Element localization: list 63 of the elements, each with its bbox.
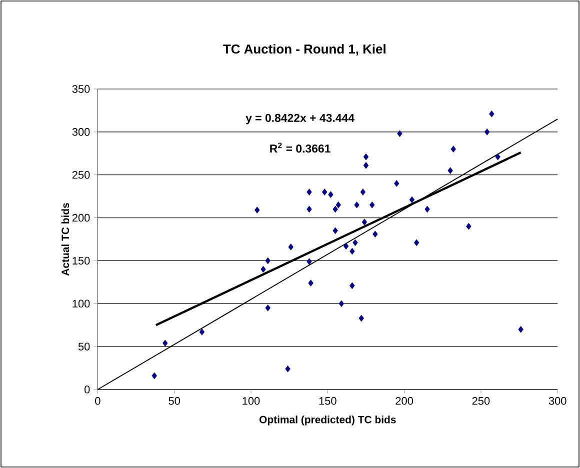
annotation: y = 0.8422x + 43.444	[246, 114, 354, 124]
y-tick-label: 50	[78, 342, 90, 350]
point	[265, 304, 270, 312]
point	[352, 239, 358, 246]
point	[360, 188, 366, 196]
y-tick-label: 150	[72, 256, 90, 265]
point	[328, 191, 334, 198]
point	[358, 314, 364, 322]
x-tick-label: 200	[396, 397, 414, 405]
point	[354, 202, 360, 208]
chart-title: TC Auction - Round 1, Kiel	[223, 44, 386, 56]
text: R$^{2}$ = 0.3661	[270, 142, 330, 153]
x-tick-label: 0	[95, 397, 100, 405]
point	[372, 230, 378, 238]
y-tick-label: 200	[72, 214, 90, 222]
point	[308, 280, 314, 286]
point	[495, 153, 500, 160]
point	[363, 153, 369, 160]
y-tick-label: 100	[72, 300, 90, 308]
point	[343, 242, 349, 250]
point	[518, 326, 524, 333]
point	[322, 188, 328, 196]
point	[306, 206, 312, 213]
point	[450, 146, 456, 152]
point	[448, 167, 453, 174]
point	[338, 300, 344, 308]
point	[288, 244, 294, 250]
point	[397, 130, 402, 138]
point	[394, 180, 400, 187]
point	[332, 206, 338, 213]
point	[424, 206, 430, 213]
point	[350, 282, 355, 290]
point	[152, 372, 158, 380]
point	[466, 222, 472, 230]
point	[254, 206, 260, 214]
x-tick-label: 100	[242, 397, 260, 405]
point	[162, 340, 168, 347]
point	[306, 188, 312, 196]
point	[336, 202, 341, 208]
point	[265, 257, 270, 264]
y-tick-label: 0	[84, 386, 90, 394]
point	[414, 239, 420, 246]
point	[332, 227, 338, 234]
point	[285, 365, 290, 372]
y-axis-title: Actual TC bids	[61, 203, 70, 276]
y-tick-label: 250	[72, 170, 90, 179]
point	[363, 162, 369, 169]
point	[260, 266, 266, 273]
point	[489, 110, 494, 118]
point	[306, 258, 312, 265]
x-tick-label: 250	[472, 397, 490, 405]
x-tick-label: 150	[319, 397, 336, 405]
point	[484, 128, 490, 136]
point	[370, 202, 375, 208]
point	[409, 196, 415, 204]
point	[362, 218, 368, 226]
x-axis-title: Optimal (predicted) TC bids	[259, 416, 396, 426]
point	[199, 328, 205, 336]
x-tick-label: 50	[168, 397, 180, 405]
y-tick-label: 300	[72, 128, 90, 136]
y-tick-label: 350	[72, 85, 90, 93]
point	[350, 248, 355, 255]
x-tick-label: 300	[548, 397, 566, 405]
